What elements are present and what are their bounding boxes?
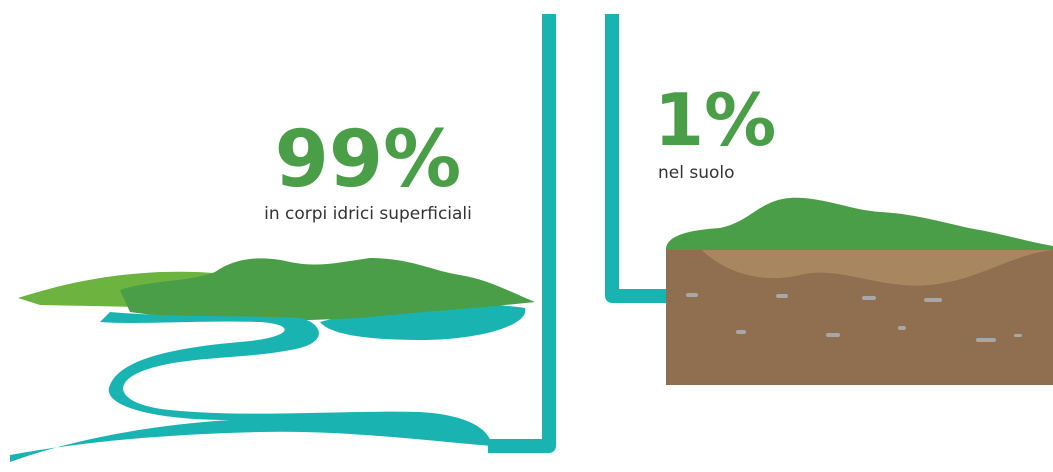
landscape xyxy=(10,258,535,462)
stone xyxy=(976,338,996,342)
stone xyxy=(826,333,840,337)
stone xyxy=(898,326,906,330)
stone xyxy=(862,296,876,300)
percent-right: 1% xyxy=(654,78,776,162)
soil-layer xyxy=(700,248,1053,286)
dark-hill xyxy=(120,258,535,321)
soil xyxy=(666,197,1053,385)
river xyxy=(10,312,492,462)
grass xyxy=(666,197,1053,250)
stone xyxy=(686,293,698,297)
pipe-left xyxy=(488,14,556,453)
pipe-right xyxy=(605,14,668,303)
label-right: nel suolo xyxy=(658,163,735,183)
stone xyxy=(924,298,942,302)
label-left: in corpi idrici superficiali xyxy=(264,204,472,224)
stone xyxy=(776,294,788,298)
stone xyxy=(736,330,746,334)
percent-left: 99% xyxy=(275,115,462,205)
stones xyxy=(686,293,1022,342)
stone xyxy=(1014,334,1022,337)
